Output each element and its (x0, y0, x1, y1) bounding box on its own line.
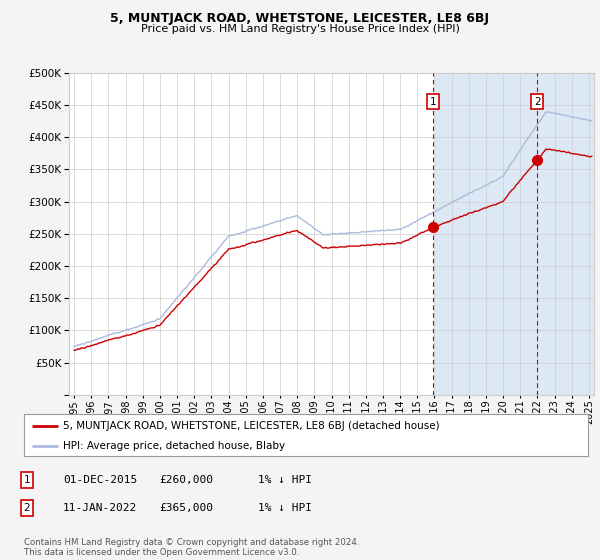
Text: Price paid vs. HM Land Registry's House Price Index (HPI): Price paid vs. HM Land Registry's House … (140, 24, 460, 34)
Text: Contains HM Land Registry data © Crown copyright and database right 2024.
This d: Contains HM Land Registry data © Crown c… (24, 538, 359, 557)
Text: 11-JAN-2022: 11-JAN-2022 (63, 503, 137, 513)
Text: £365,000: £365,000 (159, 503, 213, 513)
Bar (434, 73, 600, 395)
Text: 5, MUNTJACK ROAD, WHETSTONE, LEICESTER, LE8 6BJ: 5, MUNTJACK ROAD, WHETSTONE, LEICESTER, … (110, 12, 490, 25)
Text: 1: 1 (430, 97, 436, 107)
Text: 2: 2 (534, 97, 541, 107)
Text: HPI: Average price, detached house, Blaby: HPI: Average price, detached house, Blab… (64, 441, 286, 451)
Text: 01-DEC-2015: 01-DEC-2015 (63, 475, 137, 485)
Text: 5, MUNTJACK ROAD, WHETSTONE, LEICESTER, LE8 6BJ (detached house): 5, MUNTJACK ROAD, WHETSTONE, LEICESTER, … (64, 421, 440, 431)
Text: 1% ↓ HPI: 1% ↓ HPI (258, 503, 312, 513)
Text: 2: 2 (23, 503, 31, 513)
Text: 1% ↓ HPI: 1% ↓ HPI (258, 475, 312, 485)
Text: 1: 1 (23, 475, 31, 485)
Text: £260,000: £260,000 (159, 475, 213, 485)
